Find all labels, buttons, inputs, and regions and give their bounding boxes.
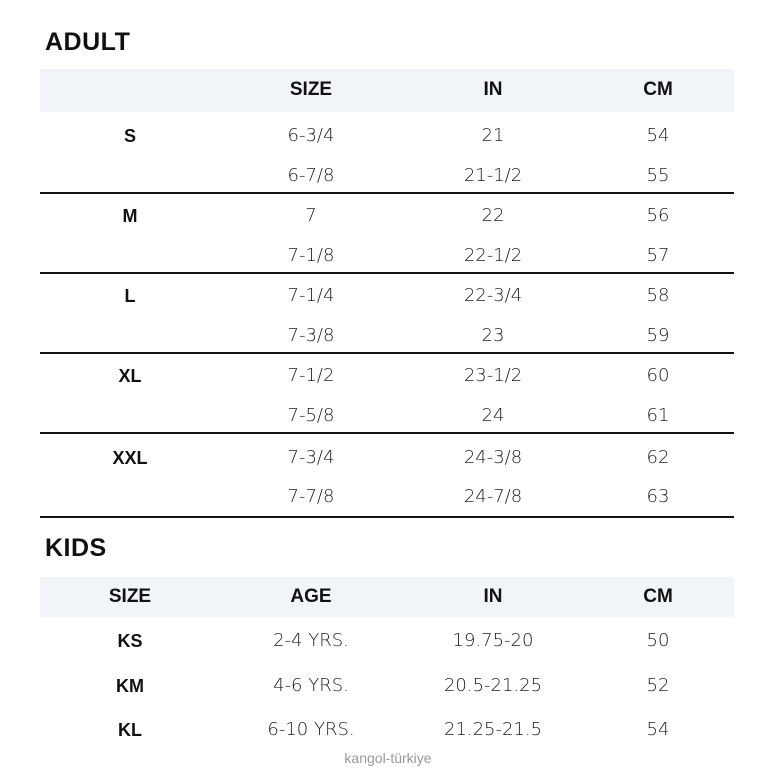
size-cell: 57 (646, 245, 670, 266)
size-cell: 7-1/2 (287, 365, 335, 386)
size-cell: 24-3/8 (463, 447, 523, 468)
size-cell: 21 (481, 125, 505, 146)
size-cell: 23-1/2 (463, 365, 523, 386)
size-label (50, 156, 210, 196)
size-cell: 56 (646, 205, 670, 226)
size-label (50, 396, 210, 436)
size-label: KM (116, 676, 144, 696)
size-cell: 2-4 YRS. (273, 630, 349, 651)
size-cell: 7-5/8 (287, 405, 335, 426)
size-cell: 62 (646, 447, 670, 468)
size-cell: 21.25-21.5 (443, 719, 543, 740)
kids-header-cell: SIZE (108, 586, 152, 607)
group-divider (40, 432, 734, 434)
size-cell: 59 (646, 325, 670, 346)
adult-header-cell: CM (643, 79, 673, 100)
size-cell: 21-1/2 (463, 165, 523, 186)
adult-header-band (40, 69, 734, 112)
size-cell: 24-7/8 (463, 486, 523, 507)
size-cell: 7-1/4 (287, 285, 335, 306)
size-label: XXL (112, 448, 148, 468)
group-divider (40, 192, 734, 194)
size-cell: 54 (646, 125, 670, 146)
adult-table-row: XXL 7-3/4 24-3/8 62 (40, 438, 734, 478)
size-label: KL (118, 720, 142, 740)
size-label: XL (118, 366, 142, 386)
adult-table-row: XL 7-1/2 23-1/2 60 (40, 356, 734, 396)
group-divider (40, 516, 734, 518)
size-cell: 7 (305, 205, 317, 226)
size-cell: 4-6 YRS. (273, 675, 349, 696)
size-label: M (122, 206, 138, 226)
size-label (50, 236, 210, 276)
size-cell: 23 (481, 325, 505, 346)
watermark: kangol-türkiye (344, 750, 432, 766)
size-cell: 22-1/2 (463, 245, 523, 266)
size-cell: 22 (481, 205, 505, 226)
group-divider (40, 272, 734, 274)
size-cell: 6-10 YRS. (267, 719, 355, 740)
adult-header-cell: IN (483, 79, 503, 100)
size-cell: 7-3/4 (287, 447, 335, 468)
size-cell: 24 (481, 405, 505, 426)
adult-table-row: S 6-3/4 21 54 (40, 116, 734, 156)
size-cell: 63 (646, 486, 670, 507)
size-cell: 60 (646, 365, 670, 386)
kids-table-row: KM 4-6 YRS. 20.5-21.25 52 (40, 666, 734, 706)
size-label: KS (117, 631, 143, 651)
size-label (50, 316, 210, 356)
kids-header-cell: CM (643, 586, 673, 607)
kids-table-row: KS 2-4 YRS. 19.75-20 50 (40, 621, 734, 661)
size-label: S (123, 126, 136, 146)
size-cell: 61 (646, 405, 670, 426)
size-cell: 6-3/4 (287, 125, 335, 146)
kids-table-row: KL 6-10 YRS. 21.25-21.5 54 (40, 710, 734, 750)
size-cell: 7-7/8 (287, 486, 335, 507)
kids-title: KIDS (45, 534, 107, 562)
group-divider (40, 352, 734, 354)
size-label: L (124, 286, 136, 306)
size-cell: 55 (646, 165, 670, 186)
kids-header-cell: IN (483, 586, 503, 607)
size-cell: 22-3/4 (463, 285, 523, 306)
adult-table-row: 7-5/8 24 61 (40, 396, 734, 436)
adult-table-row: 7-1/8 22-1/2 57 (40, 236, 734, 276)
adult-title: ADULT (45, 28, 131, 56)
size-cell: 50 (646, 630, 670, 651)
adult-table-row: 7-3/8 23 59 (40, 316, 734, 356)
adult-table-row: 7-7/8 24-7/8 63 (40, 477, 734, 517)
adult-table-row: 6-7/8 21-1/2 55 (40, 156, 734, 196)
kids-header-cell: AGE (290, 586, 332, 607)
size-cell: 20.5-21.25 (443, 675, 543, 696)
size-cell: 52 (646, 675, 670, 696)
size-label (50, 477, 210, 517)
size-cell: 7-1/8 (287, 245, 335, 266)
size-cell: 19.75-20 (452, 630, 534, 651)
adult-header-cell: SIZE (289, 79, 333, 100)
size-cell: 54 (646, 719, 670, 740)
size-cell: 6-7/8 (287, 165, 335, 186)
adult-table-row: L 7-1/4 22-3/4 58 (40, 276, 734, 316)
size-cell: 58 (646, 285, 670, 306)
adult-table-row: M 7 22 56 (40, 196, 734, 236)
kids-header-band (40, 577, 734, 617)
size-cell: 7-3/8 (287, 325, 335, 346)
